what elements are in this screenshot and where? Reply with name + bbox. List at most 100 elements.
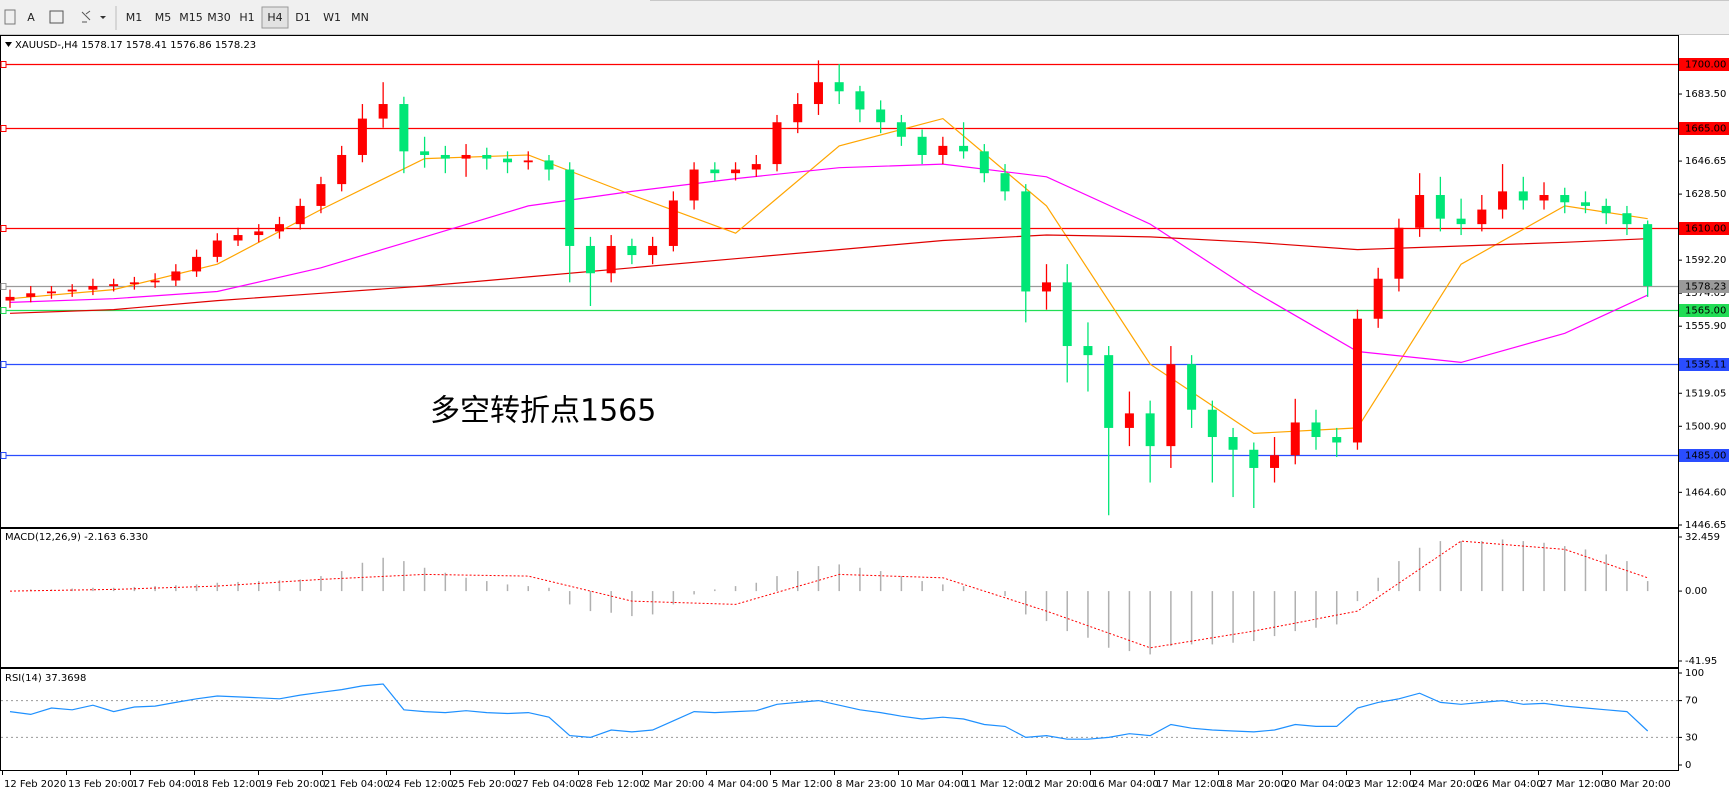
candle-body <box>793 104 803 123</box>
candle-body <box>1311 422 1321 438</box>
macd-panel <box>0 528 1679 668</box>
timeframe-button[interactable]: M1 <box>126 11 143 24</box>
level-label: 1665.00 <box>1685 124 1726 135</box>
timeframe-button[interactable]: D1 <box>295 11 310 24</box>
candle-body <box>1187 364 1197 410</box>
y-tick-label: 1592.20 <box>1685 255 1726 266</box>
timeframe-button[interactable]: W1 <box>323 11 341 24</box>
candle-body <box>710 169 720 174</box>
candle-body <box>855 91 865 110</box>
time-label: 2 Mar 20:00 <box>644 779 704 790</box>
candle-body <box>1415 195 1425 228</box>
candle-body <box>1539 195 1549 201</box>
candle-body <box>1249 449 1259 468</box>
candle-body <box>1560 195 1570 203</box>
time-label: 26 Mar 04:00 <box>1476 779 1543 790</box>
time-label: 17 Feb 04:00 <box>132 779 198 790</box>
candle-body <box>938 145 948 155</box>
candle-body <box>5 296 15 301</box>
y-tick-label: 100 <box>1685 668 1704 679</box>
candle-body <box>1062 282 1072 347</box>
level-label-bg <box>1679 58 1729 71</box>
candle-body <box>1332 437 1342 443</box>
candle-body <box>378 104 388 119</box>
y-tick-label: 1628.50 <box>1685 189 1726 200</box>
candle-body <box>1601 205 1611 214</box>
candle-body <box>1435 195 1445 219</box>
candle-body <box>1498 191 1508 210</box>
candle-body <box>959 145 969 152</box>
toolbar <box>0 0 1729 35</box>
symbol-menu[interactable] <box>5 42 12 47</box>
timeframe-button[interactable]: H1 <box>239 11 254 24</box>
candle-body <box>171 271 181 281</box>
timeframe-button[interactable]: MN <box>351 11 369 24</box>
candle-body <box>627 245 637 256</box>
candle-body <box>689 169 699 201</box>
y-tick-label: 1446.65 <box>1685 520 1726 531</box>
candle-body <box>813 82 823 105</box>
candle-body <box>1124 413 1134 428</box>
candle-body <box>503 158 513 163</box>
level-label-bg <box>1679 280 1729 293</box>
candle-body <box>150 280 160 283</box>
candle-body <box>1104 355 1114 428</box>
object-icon[interactable] <box>81 10 91 23</box>
level-anchor <box>0 283 7 290</box>
cursor-icon[interactable] <box>4 9 16 25</box>
moving-average <box>9 117 1648 435</box>
level-label-bg <box>1679 449 1729 462</box>
candle-body <box>295 205 305 225</box>
candle-body <box>109 284 119 286</box>
candle-body <box>1166 364 1176 447</box>
timeframe-button[interactable]: H4 <box>267 11 282 24</box>
candle-body <box>544 160 554 170</box>
candle-body <box>1394 227 1404 279</box>
time-label: 30 Mar 20:00 <box>1604 779 1671 790</box>
candle-body <box>1083 346 1093 356</box>
candle-body <box>731 169 741 174</box>
text-icon[interactable] <box>49 10 64 24</box>
time-label: 8 Mar 23:00 <box>836 779 896 790</box>
candle-body <box>316 184 326 206</box>
dropdown-icon[interactable] <box>100 16 106 19</box>
candle-body <box>1021 191 1031 292</box>
time-label: 28 Feb 12:00 <box>580 779 646 790</box>
candle-body <box>440 154 450 159</box>
level-anchor <box>0 452 7 459</box>
level-label: 1700.00 <box>1685 60 1726 71</box>
time-label: 27 Feb 04:00 <box>516 779 582 790</box>
timeframe-button[interactable]: M15 <box>179 11 203 24</box>
level-label: 1565.00 <box>1685 306 1726 317</box>
tool-button[interactable]: A <box>27 11 35 24</box>
candle-body <box>1145 413 1155 447</box>
panel-title: RSI(14) 37.3698 <box>5 673 86 684</box>
candle-body <box>399 104 409 152</box>
y-tick-label: 1574.05 <box>1685 288 1726 299</box>
candle-body <box>233 235 243 241</box>
time-label: 12 Feb 2020 <box>4 779 66 790</box>
candle-body <box>461 154 471 159</box>
candle-body <box>192 256 202 272</box>
candle-body <box>88 285 98 290</box>
time-label: 20 Mar 04:00 <box>1284 779 1351 790</box>
timeframe-button[interactable]: M30 <box>207 11 231 24</box>
toolbar-buttons: A M1 M5 M15 M30 H1 H4 D1 W1 MN <box>4 6 369 30</box>
time-label: 17 Mar 12:00 <box>1156 779 1223 790</box>
time-label: 11 Mar 12:00 <box>964 779 1031 790</box>
level-label: 1485.00 <box>1685 451 1726 462</box>
level-label: 1610.00 <box>1685 224 1726 235</box>
y-tick-label: 1555.90 <box>1685 321 1726 332</box>
time-label: 19 Feb 20:00 <box>260 779 326 790</box>
level-label-bg <box>1679 358 1729 371</box>
y-tick-label: 1464.60 <box>1685 487 1726 498</box>
level-label-bg <box>1679 122 1729 135</box>
candle-body <box>1207 409 1217 438</box>
time-label: 27 Mar 12:00 <box>1540 779 1607 790</box>
timeframe-button[interactable]: M5 <box>155 11 172 24</box>
candle-body <box>1580 202 1590 206</box>
candle-body <box>896 122 906 137</box>
candle-body <box>26 293 36 297</box>
